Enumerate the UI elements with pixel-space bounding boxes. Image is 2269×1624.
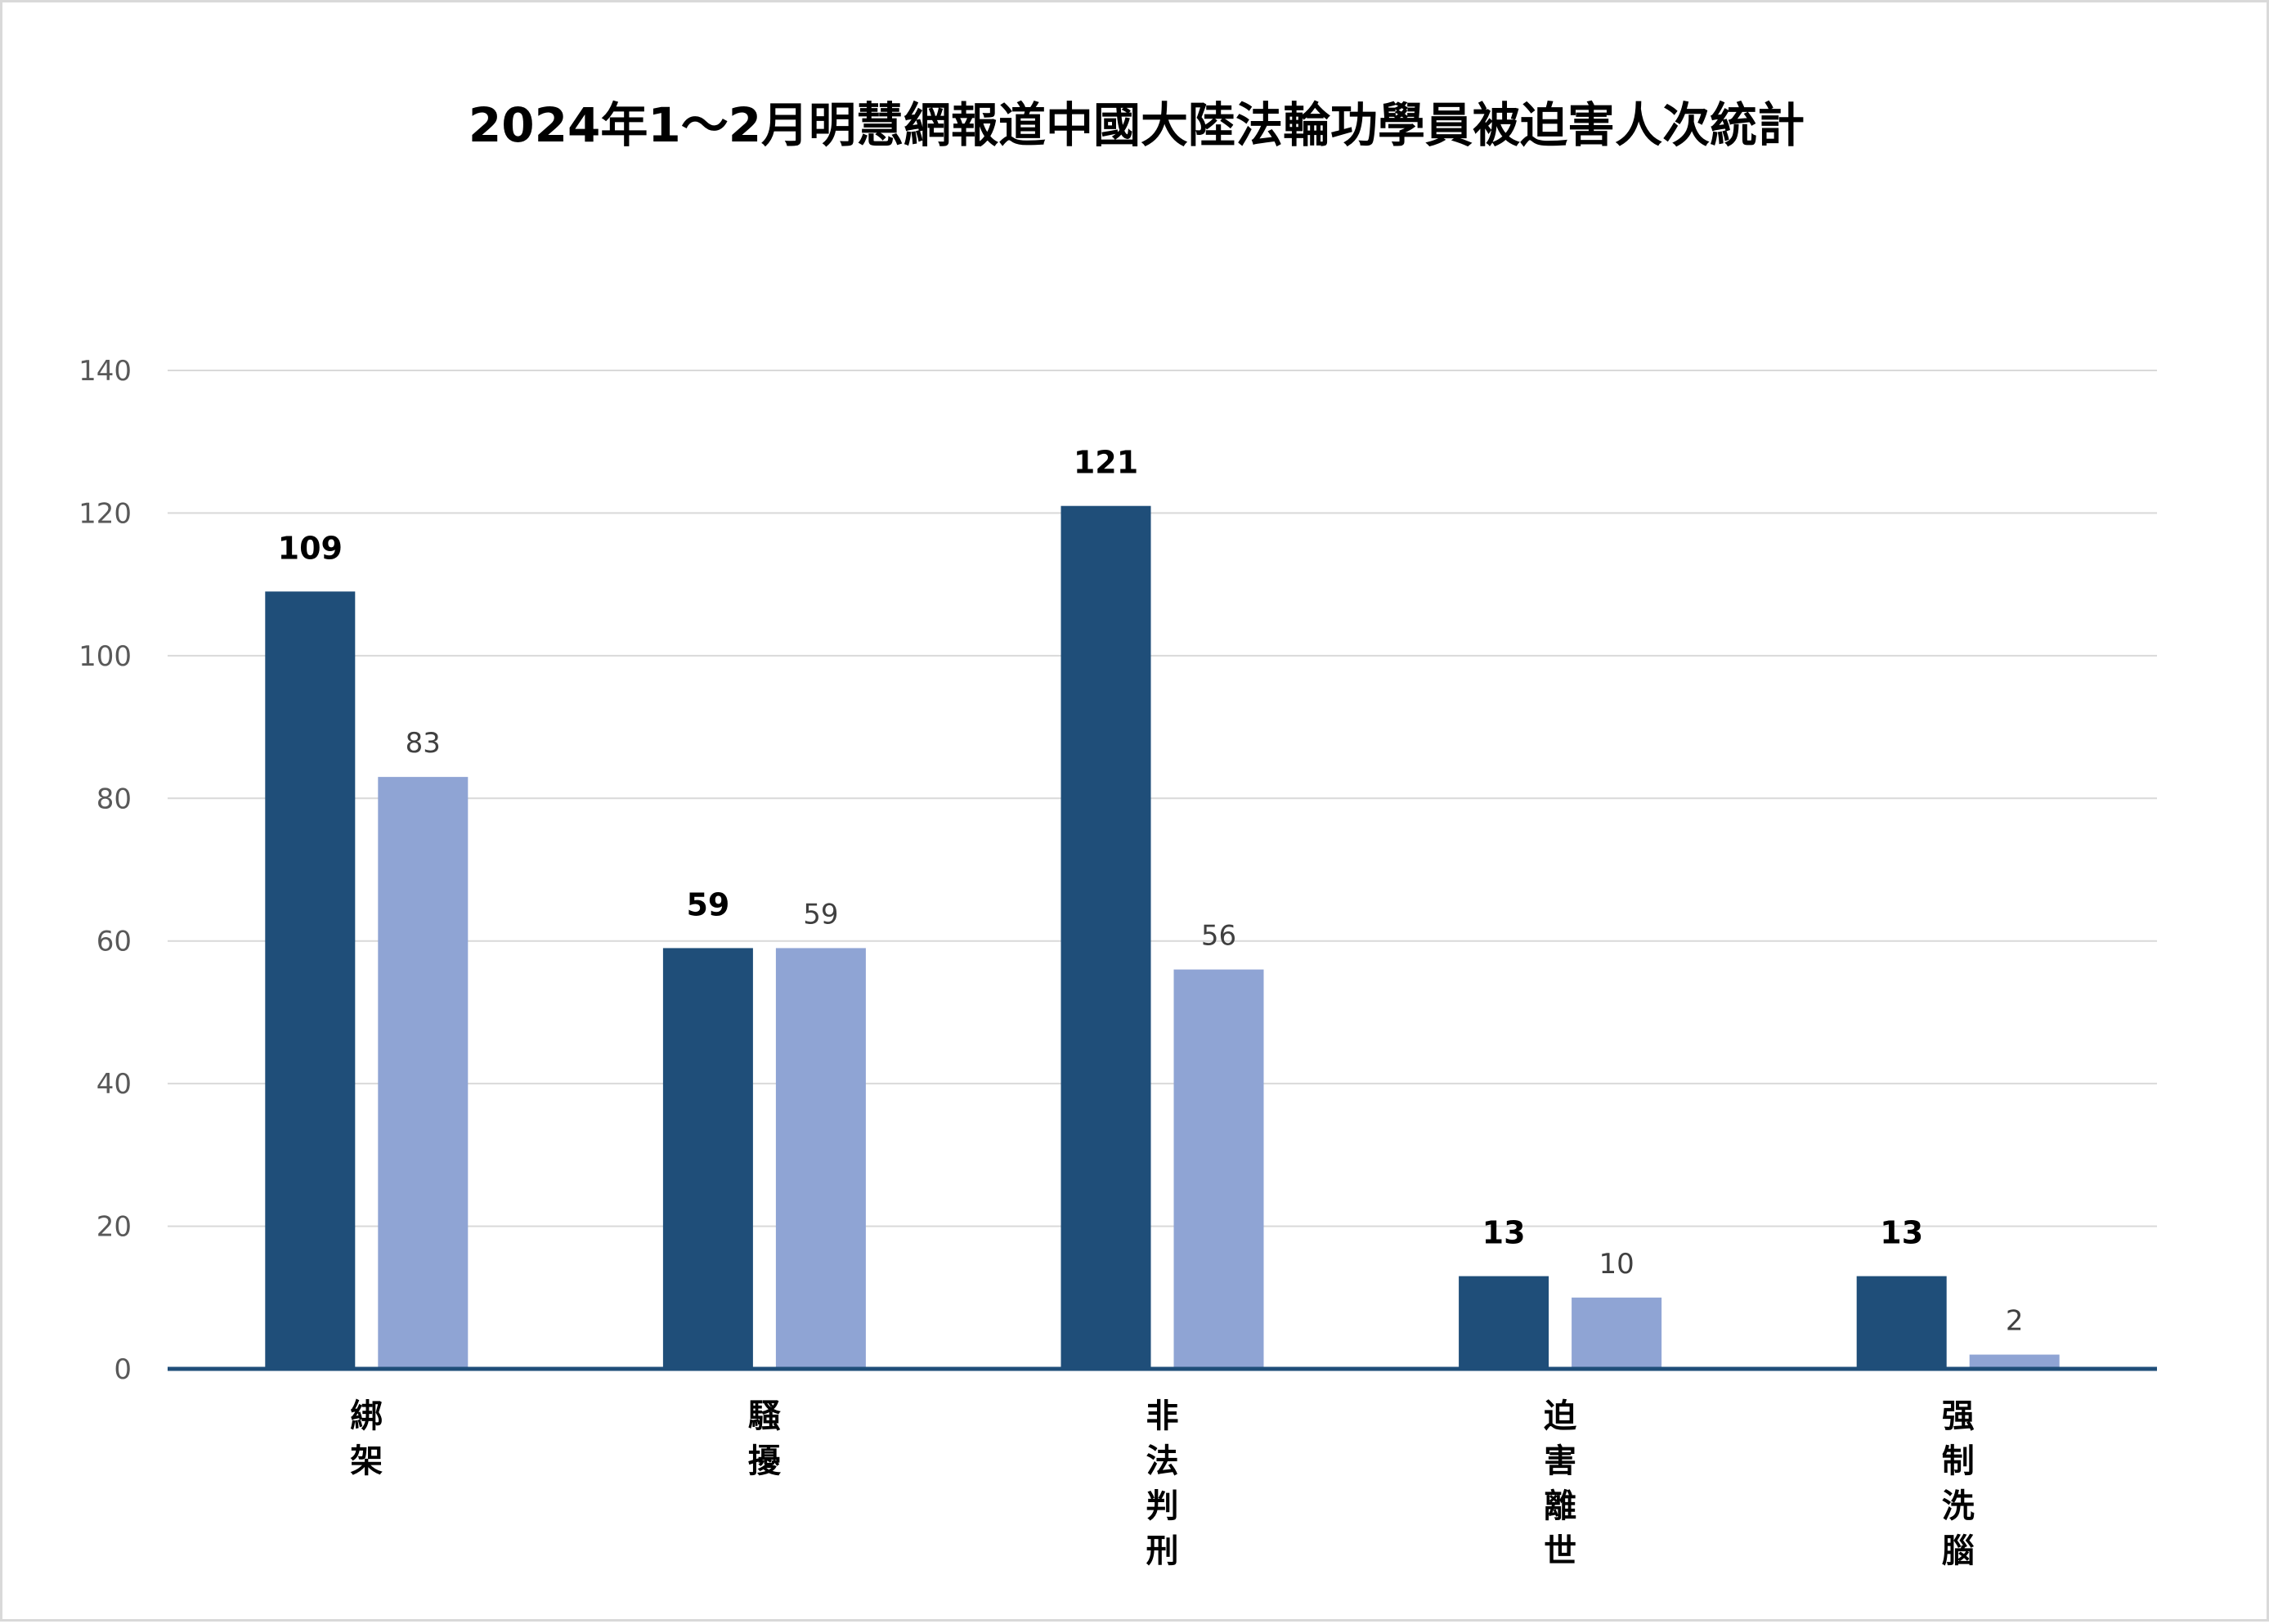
bar-series2 bbox=[1572, 1297, 1662, 1369]
data-label: 121 bbox=[1074, 445, 1138, 481]
bar-series1 bbox=[1061, 505, 1151, 1369]
bar-series1 bbox=[1459, 1276, 1549, 1369]
x-tick-char: 害 bbox=[1544, 1442, 1576, 1480]
bar-series2 bbox=[1969, 1354, 2060, 1369]
bar-series2 bbox=[1173, 969, 1264, 1369]
y-tick-label: 60 bbox=[96, 926, 132, 958]
data-label: 109 bbox=[278, 530, 343, 566]
x-tick-char: 判 bbox=[1146, 1487, 1179, 1525]
x-category-label: 騷擾 bbox=[748, 1397, 782, 1480]
y-tick-label: 120 bbox=[78, 497, 132, 530]
data-label: 56 bbox=[1201, 920, 1236, 953]
x-category-label: 綁架 bbox=[350, 1397, 383, 1480]
bar-series1 bbox=[1856, 1276, 1947, 1369]
x-tick-char: 刑 bbox=[1146, 1532, 1179, 1570]
x-tick-char: 架 bbox=[350, 1442, 383, 1480]
x-tick-char: 世 bbox=[1544, 1532, 1576, 1570]
x-tick-char: 非 bbox=[1146, 1397, 1179, 1435]
data-label: 83 bbox=[406, 727, 441, 760]
x-tick-char: 綁 bbox=[350, 1397, 383, 1435]
x-tick-char: 洗 bbox=[1942, 1487, 1975, 1525]
data-label: 59 bbox=[686, 886, 729, 922]
x-tick-char: 腦 bbox=[1942, 1532, 1975, 1570]
y-tick-label: 40 bbox=[96, 1068, 132, 1101]
x-tick-char: 離 bbox=[1544, 1487, 1576, 1525]
y-tick-label: 20 bbox=[96, 1211, 132, 1244]
bar-series1 bbox=[662, 948, 753, 1369]
x-tick-char: 騷 bbox=[748, 1397, 782, 1435]
y-tick-label: 0 bbox=[114, 1353, 132, 1386]
chart-title: 2024年1～2月明慧網報道中國大陸法輪功學員被迫害人次統計 bbox=[469, 97, 1805, 153]
bar-series2 bbox=[378, 777, 469, 1369]
bar-series2 bbox=[775, 948, 866, 1369]
data-label: 59 bbox=[803, 898, 838, 931]
data-label: 13 bbox=[1880, 1215, 1923, 1251]
data-label: 10 bbox=[1599, 1248, 1634, 1281]
y-tick-label: 100 bbox=[78, 640, 132, 673]
y-tick-label: 80 bbox=[96, 783, 132, 815]
bar-series1 bbox=[265, 591, 356, 1369]
x-tick-char: 迫 bbox=[1544, 1397, 1576, 1435]
x-tick-char: 强 bbox=[1942, 1397, 1975, 1435]
y-tick-label: 140 bbox=[78, 355, 132, 388]
x-tick-char: 制 bbox=[1942, 1442, 1975, 1480]
x-tick-char: 擾 bbox=[748, 1442, 782, 1480]
data-label: 2 bbox=[2006, 1305, 2024, 1338]
data-label: 13 bbox=[1482, 1215, 1526, 1251]
x-tick-char: 法 bbox=[1146, 1442, 1179, 1480]
